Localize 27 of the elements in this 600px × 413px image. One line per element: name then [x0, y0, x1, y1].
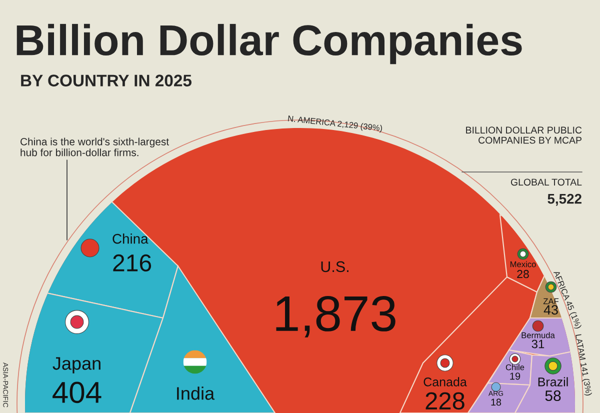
text: BILLION DOLLAR PUBLIC COMPANIES BY MCAP — [466, 126, 582, 144]
text: N. AMERICA 2,129 (39%) — [288, 115, 382, 133]
data-label: 1,873 — [276, 296, 396, 338]
text: 5,522 — [548, 194, 582, 206]
data-label: 58 — [545, 390, 561, 402]
data-label: 31 — [532, 340, 544, 348]
category-label: China — [112, 234, 148, 244]
text: BY COUNTRY IN 2025 — [21, 74, 192, 86]
text: China is the world's sixth-largest hub for billion-dollar firms. — [20, 138, 169, 156]
text: GLOBAL TOTAL — [510, 178, 582, 186]
data-label: 18 — [491, 398, 502, 406]
data-label: 404 — [52, 382, 102, 404]
category-label: Japan — [52, 357, 100, 374]
category-label: Chile — [506, 364, 524, 370]
category-label: Mexico — [510, 261, 536, 268]
category-label: India — [177, 386, 215, 400]
category-label: Bermuda — [522, 332, 555, 338]
text: LATAM 141 (3%) — [574, 334, 592, 396]
data-label: 216 — [113, 254, 152, 272]
data-label: 19 — [510, 372, 520, 380]
category-label: U.S. — [321, 261, 348, 272]
text: Billion Dollar Companies — [16, 24, 522, 64]
category-label: Brazil — [538, 377, 568, 386]
data-label: 43 — [544, 305, 558, 315]
data-label: 228 — [426, 392, 464, 410]
data-label: 28 — [517, 270, 529, 278]
category-label: Canada — [424, 377, 467, 386]
